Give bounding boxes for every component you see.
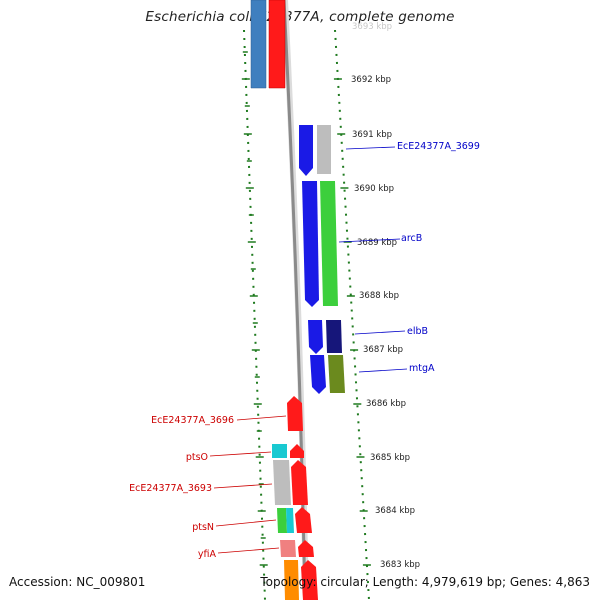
label-leaders bbox=[209, 146, 408, 554]
gene-feature[interactable] bbox=[284, 560, 299, 600]
gene-feature[interactable] bbox=[302, 181, 319, 307]
gene-feature[interactable] bbox=[291, 460, 308, 505]
gene-feature[interactable] bbox=[299, 125, 313, 176]
gene-feature[interactable] bbox=[301, 560, 318, 600]
accession-label: Accession: NC_009801 bbox=[9, 575, 146, 589]
gene-label[interactable]: EcE24377A_3693 bbox=[129, 483, 212, 494]
gene-label[interactable]: elbB bbox=[407, 326, 428, 337]
gene-feature[interactable] bbox=[328, 355, 345, 393]
gene-feature[interactable] bbox=[277, 508, 287, 533]
inner-ruler-line bbox=[243, 29, 266, 600]
gene-label[interactable]: ptsO bbox=[186, 452, 208, 463]
gene-feature[interactable] bbox=[268, 0, 286, 89]
scale-label-partial: 3693 kbp bbox=[352, 22, 392, 32]
gene-feature[interactable] bbox=[290, 444, 304, 458]
scale-label-3691: 3691 kbp bbox=[352, 130, 392, 140]
map-title: Escherichia coli E24377A, complete genom… bbox=[145, 9, 455, 25]
gene-label[interactable]: mtgA bbox=[409, 363, 435, 374]
gene-feature[interactable] bbox=[286, 508, 294, 533]
gene-label[interactable]: EcE24377A_3699 bbox=[397, 141, 480, 152]
scale-labels: 3692 kbp 3691 kbp 3690 kbp 3689 kbp 3688… bbox=[351, 75, 420, 570]
gene-labels: EcE24377A_3699 arcB elbB mtgA EcE24377A_… bbox=[129, 141, 480, 560]
gene-feature[interactable] bbox=[326, 320, 342, 353]
scale-label-3689: 3689 kbp bbox=[357, 238, 397, 248]
gene-label[interactable]: ptsN bbox=[192, 522, 214, 533]
gene-feature[interactable] bbox=[250, 0, 267, 89]
scale-label-3692: 3692 kbp bbox=[351, 75, 391, 85]
scale-label-3684: 3684 kbp bbox=[375, 506, 415, 516]
genome-summary: Topology: circular; Length: 4,979,619 bp… bbox=[260, 575, 590, 589]
gene-feature[interactable] bbox=[280, 540, 296, 557]
scale-label-3685: 3685 kbp bbox=[370, 453, 410, 463]
gene-label[interactable]: EcE24377A_3696 bbox=[151, 415, 234, 426]
outer-ruler-line bbox=[334, 29, 370, 600]
gene-feature[interactable] bbox=[295, 507, 312, 533]
gene-features bbox=[250, 0, 345, 600]
scale-label-3686: 3686 kbp bbox=[366, 399, 406, 409]
gene-feature[interactable] bbox=[320, 181, 338, 306]
scale-label-3688: 3688 kbp bbox=[359, 291, 399, 301]
gene-feature[interactable] bbox=[317, 125, 331, 174]
gene-feature[interactable] bbox=[272, 444, 287, 458]
scale-label-3690: 3690 kbp bbox=[354, 184, 394, 194]
gene-feature[interactable] bbox=[310, 355, 326, 394]
scale-label-3687: 3687 kbp bbox=[363, 345, 403, 355]
scale-label-3683: 3683 kbp bbox=[380, 560, 420, 570]
gene-feature[interactable] bbox=[273, 460, 291, 505]
gene-feature[interactable] bbox=[298, 540, 314, 557]
ruler-ticks bbox=[241, 51, 371, 566]
gene-label[interactable]: yfiA bbox=[198, 549, 217, 560]
gene-feature[interactable] bbox=[287, 396, 303, 431]
gene-feature[interactable] bbox=[308, 320, 323, 354]
gene-label[interactable]: arcB bbox=[401, 233, 422, 244]
